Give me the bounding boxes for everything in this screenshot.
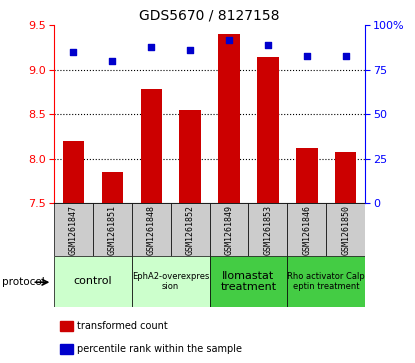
- Point: [70, 49, 77, 55]
- Text: percentile rank within the sample: percentile rank within the sample: [77, 344, 242, 354]
- Text: GSM1261852: GSM1261852: [186, 205, 195, 254]
- Point: [109, 58, 116, 64]
- Bar: [210, 256, 287, 307]
- Bar: [132, 256, 210, 307]
- Bar: [296, 148, 317, 203]
- Point: [148, 44, 154, 50]
- Bar: [54, 203, 93, 256]
- Bar: [179, 110, 201, 203]
- Bar: [102, 172, 123, 203]
- Text: GSM1261849: GSM1261849: [225, 205, 234, 254]
- Text: transformed count: transformed count: [77, 321, 168, 331]
- Bar: [141, 89, 162, 203]
- Bar: [54, 256, 132, 307]
- Bar: [171, 203, 210, 256]
- Bar: [93, 203, 132, 256]
- Bar: [60, 344, 73, 354]
- Bar: [63, 141, 84, 203]
- Bar: [210, 203, 249, 256]
- Point: [226, 37, 232, 42]
- Text: EphA2-overexpres
sion: EphA2-overexpres sion: [132, 272, 209, 291]
- Bar: [287, 203, 326, 256]
- Text: Rho activator Calp
eptin treatment: Rho activator Calp eptin treatment: [288, 272, 365, 291]
- Title: GDS5670 / 8127158: GDS5670 / 8127158: [139, 9, 280, 23]
- Point: [342, 53, 349, 58]
- Text: GSM1261847: GSM1261847: [69, 205, 78, 254]
- Bar: [257, 57, 278, 203]
- Bar: [249, 203, 287, 256]
- Bar: [326, 203, 365, 256]
- Text: GSM1261848: GSM1261848: [147, 205, 156, 254]
- Text: GSM1261850: GSM1261850: [341, 205, 350, 254]
- Text: GSM1261853: GSM1261853: [264, 205, 272, 254]
- Point: [187, 48, 193, 53]
- Point: [303, 53, 310, 58]
- Bar: [218, 34, 240, 203]
- Bar: [287, 256, 365, 307]
- Text: GSM1261846: GSM1261846: [303, 205, 311, 254]
- Bar: [335, 152, 356, 203]
- Text: GSM1261851: GSM1261851: [108, 205, 117, 254]
- Bar: [60, 321, 73, 331]
- Text: Ilomastat
treatment: Ilomastat treatment: [220, 270, 276, 292]
- Bar: [132, 203, 171, 256]
- Point: [265, 42, 271, 48]
- Text: control: control: [73, 276, 112, 286]
- Text: protocol: protocol: [2, 277, 45, 287]
